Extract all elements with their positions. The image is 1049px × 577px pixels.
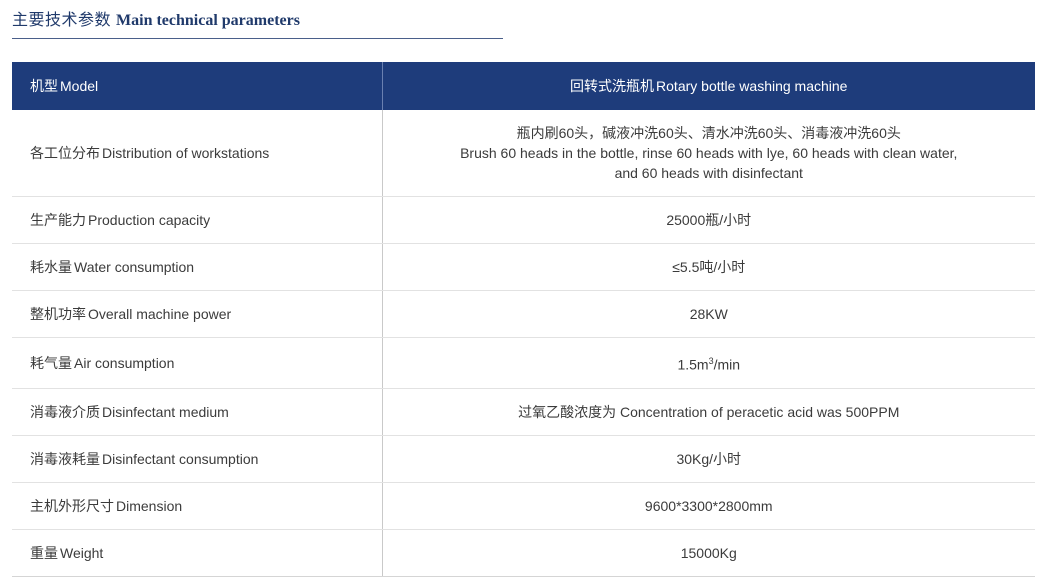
row-label-cn: 重量 [30,544,58,561]
row-value-workstations: 瓶内刷60头，碱液冲洗60头、清水冲洗60头、消毒液冲洗60头 Brush 60… [382,110,1035,197]
table-row: 各工位分布 Distribution of workstations 瓶内刷60头… [12,110,1035,197]
row-label-air-consumption: 耗气量 Air consumption [12,337,383,389]
row-label-en: Production capacity [88,212,211,228]
table-row: 整机功率 Overall machine power 28KW [12,290,1035,338]
row-label-en: Dimension [116,497,183,514]
row-label-cn: 生产能力 [30,212,86,228]
row-value-cn: 瓶内刷60头，碱液冲洗60头、清水冲洗60头、消毒液冲洗60头 [516,125,901,141]
section-header: 主要技术参数 Main technical parameters [12,10,503,39]
table-row: 重量 Weight 15000Kg [12,529,1035,577]
table-body: 各工位分布 Distribution of workstations 瓶内刷60头… [12,110,1035,577]
table-row: 消毒液介质 Disinfectant medium 过氧乙酸浓度为 Concent… [12,388,1035,436]
row-label-cn: 耗气量 [30,354,72,371]
row-label-en: Disinfectant consumption [102,450,259,467]
column-header-machine-en: Rotary bottle washing machine [656,78,848,94]
row-label-en: Water consumption [74,259,195,275]
row-label-water-consumption: 耗水量 Water consumption [12,243,383,291]
row-label-cn: 耗水量 [30,259,72,275]
air-value-suffix: /min [713,356,741,373]
row-label-weight: 重量 Weight [12,529,383,577]
row-label-workstations: 各工位分布 Distribution of workstations [12,110,383,197]
row-label-en: Overall machine power [88,306,232,322]
table-row: 消毒液耗量 Disinfectant consumption 30Kg/小时 [12,435,1035,483]
row-label-en: Weight [60,544,104,561]
table-row: 耗气量 Air consumption 1.5m3/min [12,337,1035,389]
row-value-air-consumption: 1.5m3/min [382,337,1035,389]
column-header-model-en: Model [60,78,99,94]
row-label-dimension: 主机外形尺寸 Dimension [12,482,383,530]
row-value-disinfectant-consumption: 30Kg/小时 [382,435,1035,483]
row-label-cn: 消毒液介质 [30,403,100,420]
page-title: 主要技术参数 Main technical parameters [12,10,503,32]
row-value-dimension: 9600*3300*2800mm [382,482,1035,530]
row-label-en: Air consumption [74,354,175,371]
row-label-disinfectant-consumption: 消毒液耗量 Disinfectant consumption [12,435,383,483]
column-header-machine-cn: 回转式洗瓶机 [570,78,655,94]
row-label-cn: 主机外形尺寸 [30,497,114,514]
title-divider [12,38,503,39]
row-label-disinfectant-medium: 消毒液介质 Disinfectant medium [12,388,383,436]
row-label-machine-power: 整机功率 Overall machine power [12,290,383,338]
row-value-production-capacity: 25000瓶/小时 [382,196,1035,244]
row-label-en: Distribution of workstations [102,145,270,161]
technical-parameters-table: 机型 Model 回转式洗瓶机 Rotary bottle washing mach… [12,62,1035,577]
air-value-prefix: 1.5m [677,356,709,373]
row-value-disinfectant-medium: 过氧乙酸浓度为 Concentration of peracetic acid … [382,388,1035,436]
column-header-machine: 回转式洗瓶机 Rotary bottle washing machine [382,62,1035,110]
column-header-model-cn: 机型 [30,78,58,94]
row-label-cn: 消毒液耗量 [30,450,100,467]
row-label-en: Disinfectant medium [102,403,229,420]
table-row: 耗水量 Water consumption ≤5.5吨/小时 [12,243,1035,291]
page-title-cn: 主要技术参数 [12,12,112,29]
air-value-superscript: 3 [708,356,714,366]
table-row: 主机外形尺寸 Dimension 9600*3300*2800mm [12,482,1035,530]
table-header: 机型 Model 回转式洗瓶机 Rotary bottle washing mach… [12,62,1035,110]
table-row: 生产能力 Production capacity 25000瓶/小时 [12,196,1035,244]
row-value-en-line2: and 60 heads with disinfectant [614,165,803,181]
row-value-machine-power: 28KW [382,290,1035,338]
row-label-production-capacity: 生产能力 Production capacity [12,196,383,244]
page-title-en: Main technical parameters [116,12,300,29]
row-label-cn: 各工位分布 [30,145,100,161]
row-value-en-line1: Brush 60 heads in the bottle, rinse 60 h… [460,145,958,161]
row-value-water-consumption: ≤5.5吨/小时 [382,243,1035,291]
column-header-model: 机型 Model [12,62,383,110]
table-header-row: 机型 Model 回转式洗瓶机 Rotary bottle washing mach… [12,62,1035,110]
row-label-cn: 整机功率 [30,306,86,322]
row-value-weight: 15000Kg [382,529,1035,577]
